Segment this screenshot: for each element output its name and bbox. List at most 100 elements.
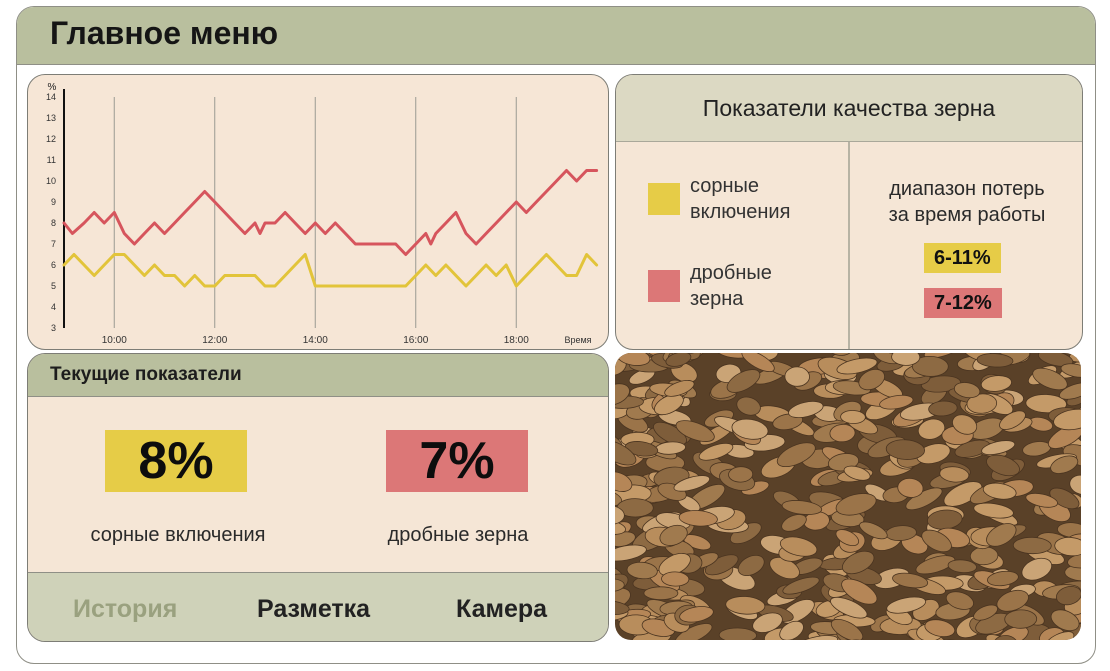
grain-kernel — [741, 353, 775, 373]
grain-kernel — [615, 471, 633, 492]
main-window: Главное меню 10:00 12:00 14:00 16:00 18:00 3 4… — [16, 6, 1096, 664]
grain-kernel — [928, 400, 958, 417]
grain-kernel — [782, 576, 820, 595]
grain-kernel — [1025, 492, 1058, 508]
camera-button[interactable]: Камера — [456, 595, 548, 623]
x-axis-label: Время — [564, 335, 591, 345]
current-title: Текущие показатели — [50, 364, 242, 385]
grain-kernel — [915, 555, 956, 575]
grain-kernel — [796, 635, 839, 640]
grain-kernel — [659, 524, 688, 546]
divider — [848, 142, 850, 349]
grain-kernel — [781, 500, 823, 515]
grain-kernel — [678, 510, 718, 527]
legend-label-broken-line1: дробные — [690, 262, 772, 284]
grain-kernel — [615, 544, 647, 562]
grain-kernel — [829, 423, 856, 443]
grain-kernel — [1049, 487, 1080, 510]
grain-kernel — [1053, 408, 1081, 431]
weeds-value: 8% — [105, 430, 247, 492]
series-line-0 — [62, 169, 599, 256]
x-tick-label: 10:00 — [102, 335, 127, 346]
grain-kernel — [841, 550, 875, 575]
line-chart: 10:00 12:00 14:00 16:00 18:00 3 4 5 6 7 8 9 10 11 12 13… — [46, 82, 599, 346]
grain-photo — [615, 353, 1081, 640]
x-tick-label: 18:00 — [504, 335, 529, 346]
grain-kernel — [947, 559, 977, 573]
grain-kernel — [843, 465, 871, 481]
range-badge-weeds: 6-11% — [924, 243, 1001, 273]
y-tick-label: 7 — [51, 239, 56, 249]
range-badge-broken: 7-12% — [924, 288, 1002, 318]
grain-image — [615, 353, 1081, 640]
grain-kernel — [674, 623, 713, 640]
grain-kernel — [891, 353, 921, 366]
grain-kernel — [1025, 394, 1067, 414]
grain-kernel — [624, 441, 659, 457]
grain-kernel — [973, 604, 998, 621]
x-tick-label: 16:00 — [403, 335, 428, 346]
grain-kernel — [626, 561, 658, 580]
grain-kernel — [779, 620, 804, 640]
grain-kernel — [885, 439, 925, 460]
grain-kernel — [1056, 586, 1081, 606]
quality-header: Показатели качества зерна — [616, 75, 1082, 142]
history-button[interactable]: История — [73, 595, 178, 623]
grain-kernel — [924, 619, 956, 638]
broken-value: 7% — [386, 430, 528, 492]
grain-kernel — [966, 393, 998, 414]
grain-kernel — [643, 586, 679, 601]
grain-kernel — [1044, 631, 1075, 640]
grain-kernel — [1050, 455, 1079, 474]
grain-kernel — [998, 626, 1029, 640]
grain-kernel — [858, 368, 885, 391]
page-title: Главное меню — [50, 15, 279, 51]
grain-kernel — [615, 578, 625, 592]
grain-kernel — [615, 505, 625, 525]
grain-kernel — [933, 639, 968, 640]
grain-kernel — [920, 375, 962, 393]
y-tick-label: 8 — [51, 218, 56, 228]
grain-kernel — [841, 578, 878, 605]
grain-kernel — [736, 396, 761, 416]
grain-kernel — [779, 536, 818, 557]
grain-kernel — [945, 591, 974, 610]
grain-kernel — [698, 442, 734, 461]
grain-kernel — [784, 366, 810, 387]
grain-kernel — [973, 502, 1014, 519]
grain-kernel — [1069, 474, 1081, 495]
markup-button[interactable]: Разметка — [257, 595, 371, 623]
grain-kernel — [981, 440, 1016, 456]
grain-kernel — [615, 439, 637, 466]
grain-kernel — [921, 529, 952, 553]
chart-panel: 10:00 12:00 14:00 16:00 18:00 3 4 5 6 7 8 9 10 11 12 13… — [27, 74, 609, 350]
grain-kernel — [1004, 609, 1038, 629]
legend-label-broken: дробные зерна — [690, 260, 772, 312]
grain-kernel — [1021, 557, 1053, 581]
current-panel: Текущие показатели 8% сорные включения 7… — [27, 353, 609, 642]
weeds-caption: сорные включения — [90, 524, 266, 546]
grain-kernel — [917, 418, 946, 440]
grain-kernel — [835, 493, 877, 516]
broken-caption: дробные зерна — [387, 524, 529, 546]
grain-kernel — [830, 618, 864, 640]
range-title-line2: за время работы — [888, 204, 1046, 226]
quality-panel: Показатели качества зерна сорные включен… — [615, 74, 1083, 350]
grain-kernel — [679, 606, 714, 623]
header-bar: Главное меню — [17, 7, 1095, 65]
y-axis-label: % — [48, 82, 57, 93]
legend-label-weeds-line1: сорные — [690, 175, 760, 197]
grain-kernel — [986, 454, 1020, 477]
y-tick-label: 10 — [46, 176, 56, 186]
grain-kernel — [939, 466, 970, 483]
grain-kernel — [1067, 551, 1081, 569]
y-tick-label: 5 — [51, 281, 56, 291]
y-tick-label: 13 — [46, 113, 56, 123]
grain-kernel — [1050, 609, 1080, 631]
grain-kernel — [1054, 537, 1081, 557]
grain-kernel — [897, 477, 924, 498]
grain-kernel — [788, 401, 824, 418]
grain-kernel — [704, 554, 739, 576]
grain-kernel — [836, 357, 878, 375]
grain-kernel — [675, 420, 715, 442]
